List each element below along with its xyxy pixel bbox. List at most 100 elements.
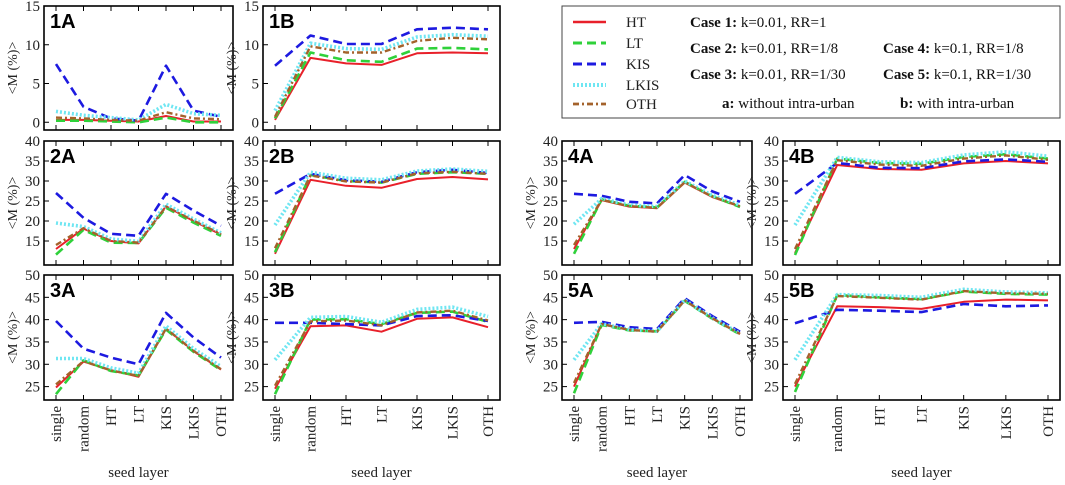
x-axis-label: seed layer: [108, 465, 168, 481]
x-axis-label: seed layer: [627, 465, 687, 481]
y-axis-label: <M (%)>: [524, 311, 539, 364]
case-params: without intra-urban: [738, 96, 855, 112]
y-tick-label: 0: [252, 115, 260, 131]
y-tick-label: 5: [33, 77, 41, 93]
x-tick-label: KIS: [159, 406, 175, 430]
series-line-ht: [274, 316, 489, 390]
y-tick-label: 25: [244, 194, 259, 210]
case-label: Case 5:: [883, 67, 934, 83]
x-tick-label: LT: [650, 406, 666, 423]
panel-3b: 25 30 35 40 45 50 <M (%)> 3B single random HT LT KIS…: [225, 268, 501, 481]
y-tick-label: 40: [25, 134, 40, 150]
y-tick-label: 45: [25, 290, 40, 306]
case-label: Case 1:: [690, 15, 741, 31]
y-tick-label: 15: [244, 0, 259, 15]
y-axis-label: <M (%)>: [6, 177, 21, 230]
panel-1a: 0 5 10 15 <M (%)> 1A: [6, 0, 234, 131]
y-tick-label: 30: [543, 357, 558, 373]
y-axis-label: <M (%)>: [6, 311, 21, 364]
y-tick-label: 25: [764, 380, 779, 396]
y-tick-label: 15: [25, 0, 40, 15]
x-tick-label: OTH: [214, 406, 230, 437]
y-tick-label: 45: [543, 290, 558, 306]
y-tick-label: 35: [543, 154, 558, 170]
legend-case-5: Case 5: k=0.1, RR=1/30: [883, 67, 1031, 83]
x-axis-label: seed layer: [891, 465, 951, 481]
series-line-lkis: [273, 32, 489, 112]
panel-title: 5B: [789, 280, 815, 302]
series-line-ht: [794, 298, 1049, 388]
x-tick-label: random: [304, 406, 320, 452]
y-tick-label: 50: [25, 268, 40, 284]
y-tick-label: 15: [25, 234, 40, 250]
y-tick-label: 30: [543, 174, 558, 190]
y-tick-label: 35: [244, 335, 259, 351]
x-tick-label: OTH: [1041, 406, 1057, 437]
x-tick-label: LKIS: [187, 406, 203, 439]
y-tick-label: 45: [764, 290, 779, 306]
series-line-oth: [793, 289, 1049, 385]
legend-case-3: Case 3: k=0.01, RR=1/30: [690, 67, 846, 83]
x-axis-label: seed layer: [351, 465, 411, 481]
series-line-lt: [273, 310, 489, 395]
legend-label-oth: OTH: [626, 97, 657, 113]
legend-note-b: b: with intra-urban: [900, 96, 1015, 112]
y-axis-label: <M (%)>: [524, 177, 539, 230]
x-tick-label: HT: [339, 406, 355, 426]
x-tick-label: single: [268, 406, 284, 442]
series-line-lt: [273, 46, 489, 120]
series-line-lkis: [56, 324, 222, 376]
case-params: k=0.1, RR=1/8: [934, 41, 1024, 57]
series-line-ht: [56, 115, 221, 123]
x-tick-label: single: [788, 406, 804, 442]
y-axis-label: <M (%)>: [745, 311, 760, 364]
y-tick-label: 35: [25, 154, 40, 170]
x-tick-label: single: [49, 406, 65, 442]
y-axis-label: <M (%)>: [225, 42, 240, 95]
y-tick-label: 35: [764, 154, 779, 170]
x-tick-label: HT: [872, 406, 888, 426]
legend-label-ht: HT: [626, 15, 646, 31]
panel-title: 1B: [269, 11, 295, 33]
y-tick-label: 0: [33, 115, 41, 131]
legend-note-a: a: without intra-urban: [722, 96, 855, 112]
y-tick-label: 15: [764, 234, 779, 250]
case-label: Case 2:: [690, 41, 741, 57]
legend-case-4: Case 4: k=0.1, RR=1/8: [883, 41, 1024, 57]
y-tick-label: 30: [764, 357, 779, 373]
series-line-kis: [794, 302, 1049, 325]
case-label: b:: [900, 96, 917, 112]
series-line-ht: [794, 160, 1049, 254]
panel-5b: 25 30 35 40 45 50 <M (%)> 5B single random HT LT KIS…: [745, 268, 1061, 481]
legend-label-lt: LT: [626, 36, 643, 52]
panel-title: 3B: [269, 280, 295, 302]
case-params: with intra-urban: [917, 96, 1015, 112]
panel-title: 3A: [50, 280, 76, 302]
y-tick-label: 5: [252, 77, 260, 93]
panel-frame: [782, 140, 1061, 266]
y-tick-label: 30: [244, 357, 259, 373]
legend-label-lkis: LKIS: [626, 78, 659, 94]
series-line-oth: [572, 299, 741, 384]
x-tick-label: HT: [104, 406, 120, 426]
series-line-oth: [572, 180, 741, 246]
y-tick-label: 50: [764, 268, 779, 284]
x-tick-label: LKIS: [999, 406, 1015, 439]
panel-frame: [561, 274, 753, 401]
series-line-oth: [55, 205, 222, 247]
y-tick-label: 40: [244, 313, 259, 329]
panel-title: 2B: [269, 146, 295, 168]
y-tick-label: 25: [543, 194, 558, 210]
panel-title: 2A: [50, 146, 76, 168]
series-line-kis: [274, 26, 489, 67]
y-tick-label: 40: [25, 313, 40, 329]
panel-title: 4A: [568, 146, 594, 168]
series-line-oth: [793, 154, 1049, 250]
case-params: k=0.01, RR=1/8: [741, 41, 838, 57]
series-line-lt: [55, 206, 222, 256]
panel-title: 4B: [789, 146, 815, 168]
series-line-kis: [573, 296, 741, 333]
y-tick-label: 40: [543, 134, 558, 150]
x-tick-label: LKIS: [446, 406, 462, 439]
